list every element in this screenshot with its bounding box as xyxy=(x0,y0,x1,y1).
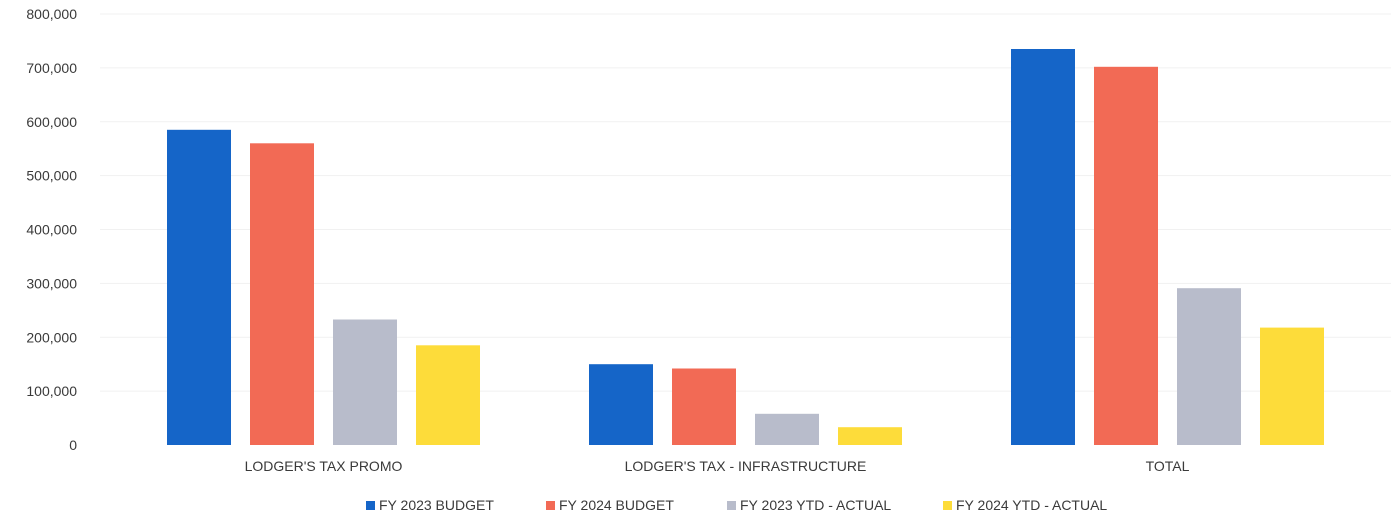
y-tick-label: 200,000 xyxy=(26,329,77,345)
legend-item[interactable]: FY 2023 YTD - ACTUAL xyxy=(727,497,891,513)
y-tick-label: 100,000 xyxy=(26,383,77,399)
bar-1-cat-2 xyxy=(589,364,653,445)
bar-4-cat-3 xyxy=(1260,327,1324,445)
bar-3-cat-1 xyxy=(333,319,397,445)
bar-3-cat-2 xyxy=(755,413,819,445)
legend-swatch xyxy=(546,501,555,510)
legend-label: FY 2024 YTD - ACTUAL xyxy=(956,497,1107,513)
legend-swatch xyxy=(943,501,952,510)
y-tick-label: 800,000 xyxy=(26,6,77,22)
gridlines xyxy=(100,13,1391,392)
legend-label: FY 2023 BUDGET xyxy=(379,497,494,513)
x-axis: LODGER'S TAX PROMO LODGER'S TAX - INFRAST… xyxy=(245,458,1190,474)
y-tick-label: 700,000 xyxy=(26,60,77,76)
legend-item[interactable]: FY 2024 BUDGET xyxy=(546,497,674,513)
legend-label: FY 2023 YTD - ACTUAL xyxy=(740,497,891,513)
x-category-label: LODGER'S TAX PROMO xyxy=(245,458,403,474)
y-tick-label: 500,000 xyxy=(26,168,77,184)
bar-2-cat-2 xyxy=(672,368,736,445)
bar-1-cat-1 xyxy=(167,129,231,446)
legend-swatch xyxy=(366,501,375,510)
bar-2-cat-1 xyxy=(250,143,314,446)
legend-item[interactable]: FY 2024 YTD - ACTUAL xyxy=(943,497,1107,513)
bar-4-cat-1 xyxy=(416,345,480,445)
y-tick-label: 300,000 xyxy=(26,275,77,291)
x-category-label: TOTAL xyxy=(1146,458,1190,474)
x-category-label: LODGER'S TAX - INFRASTRUCTURE xyxy=(625,458,867,474)
legend-label: FY 2024 BUDGET xyxy=(559,497,674,513)
legend[interactable]: FY 2023 BUDGET FY 2024 BUDGET FY 2023 YTD … xyxy=(366,497,1107,513)
bar-4-cat-2 xyxy=(838,427,902,445)
legend-item[interactable]: FY 2023 BUDGET xyxy=(366,497,494,513)
bar-3-cat-3 xyxy=(1177,288,1241,445)
y-tick-label: 0 xyxy=(69,437,77,453)
bar-2-cat-3 xyxy=(1094,66,1158,446)
legend-swatch xyxy=(727,501,736,510)
y-tick-label: 400,000 xyxy=(26,222,77,238)
bar-1-cat-3 xyxy=(1011,49,1075,445)
bars xyxy=(167,49,1324,446)
y-axis: 0 100,000 200,000 300,000 400,000 500,000 600,… xyxy=(26,6,77,453)
y-tick-label: 600,000 xyxy=(26,114,77,130)
